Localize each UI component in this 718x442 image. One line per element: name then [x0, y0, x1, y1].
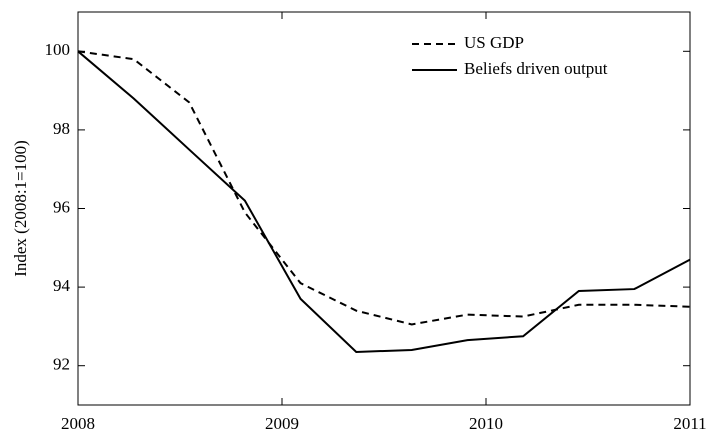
x-tick-label: 2011 — [673, 414, 706, 433]
x-tick-label: 2010 — [469, 414, 503, 433]
x-tick-label: 2009 — [265, 414, 299, 433]
y-tick-label: 96 — [53, 197, 70, 216]
x-tick-label: 2008 — [61, 414, 95, 433]
line-series — [77, 50, 691, 326]
legend-label: US GDP — [464, 33, 524, 52]
y-tick-label: 92 — [53, 355, 70, 374]
y-tick-label: 100 — [45, 40, 71, 59]
line-series — [77, 50, 691, 353]
legend-label: Beliefs driven output — [464, 59, 608, 78]
y-axis-label: Index (2008:1=100) — [11, 140, 30, 277]
y-tick-label: 98 — [53, 119, 70, 138]
y-tick-label: 94 — [53, 276, 71, 295]
